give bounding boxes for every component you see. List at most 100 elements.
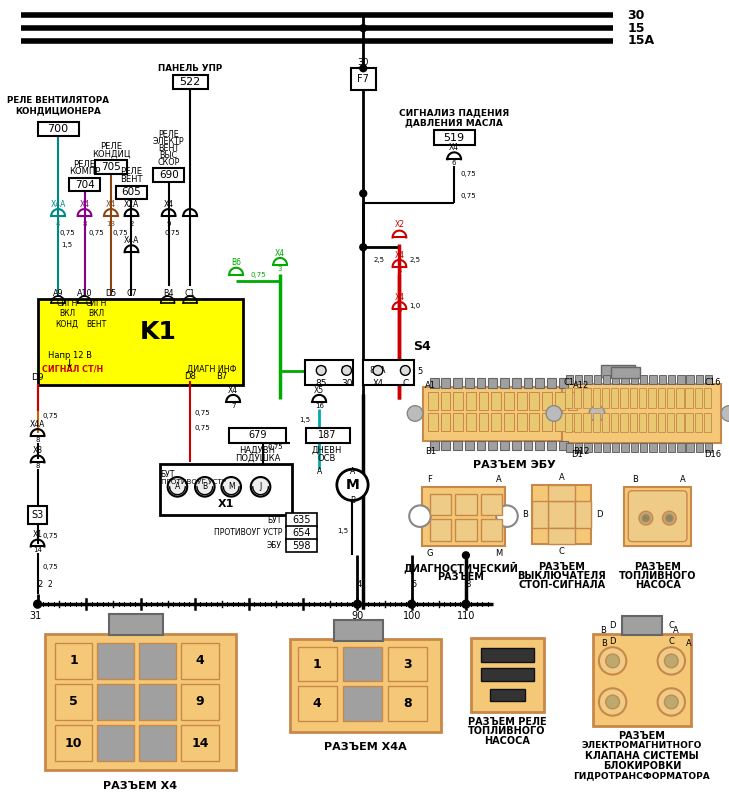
Bar [480, 494, 502, 515]
Circle shape [546, 406, 562, 421]
Text: 690: 690 [159, 170, 179, 180]
Text: C7: C7 [126, 288, 137, 298]
Circle shape [599, 688, 626, 716]
Bar [286, 526, 317, 539]
Bar [480, 519, 502, 541]
Bar [603, 376, 610, 384]
Text: C1: C1 [564, 378, 575, 387]
Bar [453, 414, 463, 431]
Text: D8: D8 [184, 372, 196, 381]
Circle shape [373, 366, 383, 376]
Bar [97, 685, 134, 720]
Text: ПОДУШКА: ПОДУШКА [235, 454, 281, 463]
Bar [500, 378, 509, 388]
Bar [593, 412, 600, 432]
Text: 704: 704 [74, 180, 94, 189]
Bar [555, 392, 565, 410]
Text: ДИАГНОСТИЧЕСКИЙ: ДИАГНОСТИЧЕСКИЙ [404, 561, 518, 573]
Bar [593, 388, 600, 407]
Bar [429, 519, 451, 541]
Circle shape [360, 244, 367, 251]
Bar [621, 443, 628, 451]
Text: 4: 4 [56, 221, 61, 227]
Text: A10: A10 [77, 288, 93, 298]
Text: 8: 8 [35, 463, 40, 469]
Text: ЭБУ: ЭБУ [267, 541, 282, 550]
Text: 2: 2 [37, 580, 42, 589]
Text: БУТ: БУТ [160, 470, 174, 479]
Bar [488, 441, 497, 450]
Text: 1: 1 [69, 654, 78, 667]
Text: C: C [559, 547, 565, 556]
Bar [491, 392, 501, 410]
Text: A: A [316, 467, 322, 475]
Text: B: B [202, 483, 207, 491]
Bar [229, 428, 286, 443]
Text: ПАНЕЛЬ УПР: ПАНЕЛЬ УПР [158, 64, 222, 73]
Text: КОМПР: КОМПР [69, 168, 100, 177]
Bar [512, 378, 521, 388]
Bar [182, 685, 219, 720]
Circle shape [642, 515, 650, 522]
Text: X4: X4 [106, 200, 116, 209]
Text: РАЗЪЕМ: РАЗЪЕМ [634, 562, 681, 572]
Text: 5: 5 [417, 367, 423, 376]
Text: A1: A1 [425, 380, 436, 390]
Text: РАЗЪЕМ: РАЗЪЕМ [618, 731, 666, 741]
Text: СИГН
ВКЛ
ВЕНТ: СИГН ВКЛ ВЕНТ [85, 299, 107, 328]
Text: 8: 8 [465, 580, 470, 589]
Text: 9: 9 [195, 695, 204, 709]
Text: X2: X2 [394, 221, 405, 229]
Bar [620, 412, 628, 432]
Bar [139, 725, 176, 761]
Text: БУТ: БУТ [268, 515, 282, 525]
Text: D5: D5 [105, 288, 117, 298]
Text: 605: 605 [122, 188, 141, 197]
Text: A: A [686, 639, 692, 648]
Text: ПРОТИВОУГ УСТР: ПРОТИВОУГ УСТР [161, 479, 226, 485]
Circle shape [606, 654, 620, 668]
Text: 8: 8 [82, 221, 87, 227]
Text: ТОПЛИВНОГО: ТОПЛИВНОГО [619, 570, 696, 581]
Text: A: A [175, 483, 180, 491]
Text: 187: 187 [318, 431, 336, 440]
Bar [334, 620, 383, 642]
Text: ГИДРОТРАНСФОРМАТОРА: ГИДРОТРАНСФОРМАТОРА [574, 771, 710, 780]
Text: ВЕНТ: ВЕНТ [158, 144, 179, 153]
Circle shape [34, 600, 42, 608]
Bar [658, 412, 665, 432]
Text: 15A: 15A [627, 34, 655, 47]
Text: РЕЛЕ ВЕНТИЛЯТОРА: РЕЛЕ ВЕНТИЛЯТОРА [7, 96, 109, 105]
Text: 7: 7 [397, 310, 402, 316]
Bar [429, 494, 451, 515]
Bar [428, 392, 437, 410]
Bar [631, 376, 638, 384]
Circle shape [721, 406, 729, 421]
Circle shape [195, 477, 214, 497]
Text: 85: 85 [316, 379, 327, 388]
Circle shape [462, 600, 469, 608]
Bar [630, 388, 637, 407]
Bar [466, 414, 476, 431]
Circle shape [409, 506, 431, 527]
Text: 4: 4 [356, 580, 362, 589]
Bar [535, 378, 544, 388]
Text: X4A: X4A [124, 236, 139, 244]
Text: 5: 5 [69, 695, 78, 709]
Text: X4A: X4A [50, 200, 66, 209]
Bar [477, 441, 486, 450]
Bar [305, 360, 354, 385]
Bar [442, 378, 451, 388]
Text: 0,75: 0,75 [113, 229, 128, 236]
Text: B12: B12 [573, 447, 589, 456]
Bar [695, 376, 703, 384]
Bar [523, 378, 532, 388]
Bar [465, 378, 474, 388]
Bar [575, 443, 582, 451]
Bar [504, 414, 514, 431]
Text: ВЫКЛЮЧАТЕЛЯ: ВЫКЛЮЧАТЕЛЯ [518, 570, 606, 581]
Bar [667, 388, 674, 407]
Text: ↓: ↓ [65, 359, 74, 368]
Text: X4: X4 [394, 251, 405, 260]
Text: B: B [632, 475, 638, 483]
